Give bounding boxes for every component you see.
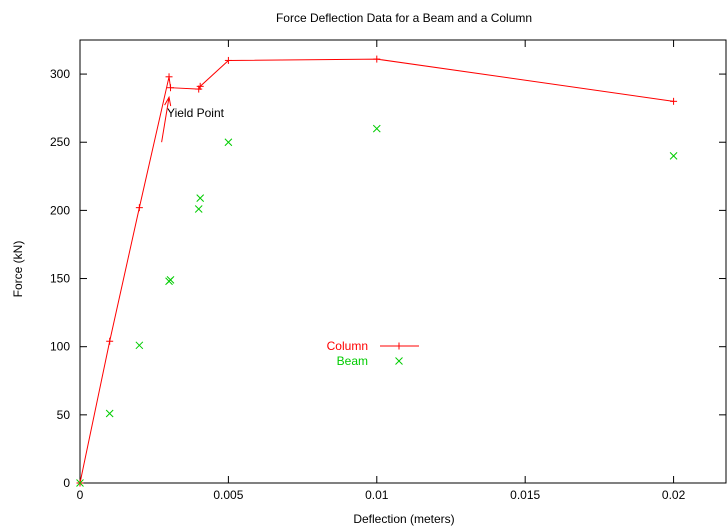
data-point-beam bbox=[76, 479, 84, 487]
data-point-column bbox=[167, 84, 175, 92]
series-column bbox=[76, 55, 678, 487]
y-tick-label: 150 bbox=[50, 272, 70, 286]
data-point-beam bbox=[105, 409, 114, 418]
marker-stroke bbox=[105, 409, 114, 418]
legend-marker bbox=[395, 357, 403, 365]
data-point-column bbox=[670, 97, 678, 105]
annotation-arrow-head bbox=[164, 95, 172, 107]
y-tick-label: 200 bbox=[50, 203, 70, 217]
x-tick-label: 0.02 bbox=[662, 488, 686, 502]
series-line-column bbox=[79, 58, 674, 484]
y-axis-ticks: 0 50 100 150 200 250 300 bbox=[50, 67, 726, 490]
marker-stroke bbox=[196, 194, 205, 202]
marker-stroke bbox=[669, 152, 678, 160]
legend-marker bbox=[395, 342, 403, 350]
axes-frame bbox=[79, 39, 727, 484]
data-point-column bbox=[106, 337, 114, 345]
data-point-beam bbox=[669, 152, 678, 160]
data-point-beam bbox=[372, 124, 381, 133]
marker-stroke bbox=[166, 276, 175, 284]
data-point-column bbox=[196, 82, 204, 90]
y-axis-label: Force (kN) bbox=[11, 241, 25, 298]
legend-label: Column bbox=[327, 339, 368, 353]
x-axis-ticks: 0 0.005 0.01 0.015 0.02 bbox=[77, 40, 686, 502]
annotation-layer: Yield Point bbox=[161, 95, 225, 143]
y-tick-label: 100 bbox=[50, 340, 70, 354]
annotation-arrow-shaft bbox=[161, 97, 170, 143]
data-point-column bbox=[224, 56, 232, 64]
data-point-beam bbox=[194, 205, 203, 213]
plot-frame bbox=[79, 39, 727, 484]
data-point-beam bbox=[196, 194, 205, 202]
x-axis-label: Deflection (meters) bbox=[353, 512, 454, 526]
y-tick-label: 0 bbox=[63, 476, 70, 490]
marker-stroke bbox=[194, 205, 203, 213]
x-tick-label: 0 bbox=[77, 488, 84, 502]
marker-stroke bbox=[395, 357, 403, 365]
data-point-beam bbox=[224, 138, 233, 147]
annotation-label: Yield Point bbox=[167, 106, 225, 120]
x-tick-label: 0.01 bbox=[365, 488, 389, 502]
y-tick-label: 300 bbox=[50, 67, 70, 81]
x-tick-label: 0.005 bbox=[213, 488, 243, 502]
data-point-beam bbox=[166, 276, 175, 284]
data-point-beam bbox=[135, 341, 144, 350]
marker-stroke bbox=[76, 479, 84, 487]
legend-label: Beam bbox=[337, 354, 368, 368]
chart-title: Force Deflection Data for a Beam and a C… bbox=[276, 11, 532, 25]
marker-stroke bbox=[372, 124, 381, 133]
marker-stroke bbox=[224, 138, 233, 147]
data-point-column bbox=[165, 73, 173, 81]
marker-stroke bbox=[135, 341, 144, 350]
x-tick-label: 0.015 bbox=[510, 488, 540, 502]
y-tick-label: 50 bbox=[57, 408, 71, 422]
legend-item-column: Column bbox=[327, 339, 419, 353]
data-point-column bbox=[135, 204, 143, 212]
y-tick-label: 250 bbox=[50, 135, 70, 149]
data-point-column bbox=[373, 55, 381, 63]
series-beam bbox=[76, 124, 678, 487]
legend-item-beam: Beam bbox=[337, 354, 403, 368]
series-layer bbox=[76, 55, 678, 487]
